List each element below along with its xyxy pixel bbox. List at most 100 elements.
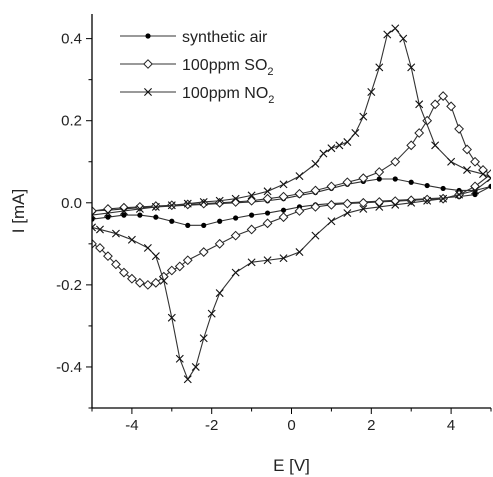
data-point-marker (247, 191, 256, 200)
legend-item-3: 100ppm NO2 (120, 85, 274, 106)
x-tick-label: -2 (205, 417, 218, 434)
legend-label-main: 100ppm NO (182, 85, 268, 102)
data-point-marker (231, 194, 240, 203)
data-point-marker (278, 212, 289, 223)
data-point-marker (92, 211, 96, 220)
data-point-marker (134, 277, 145, 288)
data-point-marker (144, 88, 152, 96)
data-point-marker (310, 201, 321, 212)
data-point-marker (143, 243, 152, 252)
data-point-marker (263, 187, 272, 196)
y-axis-title: I [mA] (9, 189, 28, 233)
legend-label: 100ppm NO2 (182, 85, 274, 106)
data-point-marker (294, 206, 305, 216)
data-point-marker (374, 167, 385, 177)
x-tick-label: 0 (287, 417, 295, 434)
data-point-marker (359, 112, 368, 121)
legend-item-1: synthetic air (120, 29, 268, 46)
data-point-marker (294, 188, 305, 199)
y-tick-label: 0.0 (61, 195, 82, 212)
data-point-marker (150, 277, 161, 288)
data-point-marker (311, 231, 320, 240)
y-tick-label: 0.4 (61, 31, 82, 48)
data-point-marker (231, 268, 240, 277)
data-point-marker (92, 223, 96, 232)
data-point-marker (127, 235, 136, 244)
data-point-marker (415, 100, 424, 109)
data-point-marker (249, 212, 255, 218)
data-point-marker (92, 206, 97, 216)
data-point-marker (407, 63, 416, 72)
data-point-marker (278, 191, 289, 202)
data-point-marker (246, 195, 257, 206)
data-point-marker (375, 63, 384, 72)
data-point-marker (376, 176, 382, 182)
data-point-marker (167, 313, 176, 322)
legend-label-subscript: 2 (267, 66, 273, 78)
data-point-marker (198, 247, 209, 257)
data-point-marker (358, 173, 369, 184)
data-point-marker (470, 156, 480, 167)
data-point-marker (247, 258, 256, 267)
data-point-marker (486, 169, 491, 179)
x-axis-title: E [V] (273, 456, 310, 475)
data-point-marker (414, 128, 425, 138)
data-point-marker (406, 140, 417, 151)
data-point-marker (438, 91, 449, 101)
data-point-marker (295, 248, 304, 257)
data-point-marker (422, 194, 433, 205)
data-point-marker (198, 198, 209, 209)
data-point-marker (199, 334, 208, 343)
data-point-marker (143, 59, 153, 69)
data-point-marker (359, 204, 368, 213)
data-point-marker (103, 251, 113, 262)
data-point-marker (367, 87, 376, 96)
data-point-marker (327, 217, 336, 226)
data-point-marker (431, 141, 440, 150)
data-point-marker (488, 183, 491, 189)
data-point-marker (105, 214, 111, 220)
data-point-marker (183, 199, 192, 208)
data-point-marker (327, 144, 336, 153)
data-point-marker (279, 180, 288, 189)
data-point-marker (199, 197, 208, 206)
data-point-marker (95, 225, 104, 234)
data-point-marker (214, 238, 225, 249)
data-point-marker (462, 144, 472, 155)
data-point-marker (217, 218, 223, 224)
data-point-marker (455, 190, 464, 199)
data-point-marker (103, 209, 112, 218)
series-1 (92, 176, 491, 228)
data-point-marker (295, 172, 304, 181)
data-point-marker (121, 212, 127, 218)
data-point-marker (391, 24, 400, 33)
data-point-marker (423, 196, 432, 205)
series-2 (92, 91, 491, 290)
data-point-marker (326, 181, 337, 192)
data-point-marker (119, 267, 129, 278)
data-point-marker (351, 129, 360, 138)
legend-label: synthetic air (182, 29, 268, 46)
data-point-marker (151, 252, 160, 261)
series-3 (92, 24, 491, 384)
data-point-marker (279, 254, 288, 263)
data-point-marker (392, 176, 398, 182)
axes: -4 -2 0 2 4 -0.4 -0.2 0.0 0.2 0.4 (56, 14, 492, 434)
legend-label-main: synthetic air (182, 29, 268, 46)
data-point-marker (137, 212, 143, 218)
data-point-marker (207, 309, 216, 318)
data-point-marker (230, 197, 241, 207)
data-point-marker (215, 196, 224, 205)
data-point-marker (126, 273, 137, 284)
data-point-marker (479, 170, 488, 179)
legend-label-main: 100ppm SO (182, 57, 267, 74)
data-point-marker (262, 193, 273, 204)
x-tick-label: 4 (447, 417, 455, 434)
data-point-marker (230, 230, 241, 241)
data-point-marker (183, 375, 192, 384)
data-point-marker (103, 204, 113, 214)
legend-label-subscript: 2 (268, 94, 274, 106)
legend-item-2: 100ppm SO2 (120, 57, 274, 78)
data-point-marker (430, 99, 441, 110)
